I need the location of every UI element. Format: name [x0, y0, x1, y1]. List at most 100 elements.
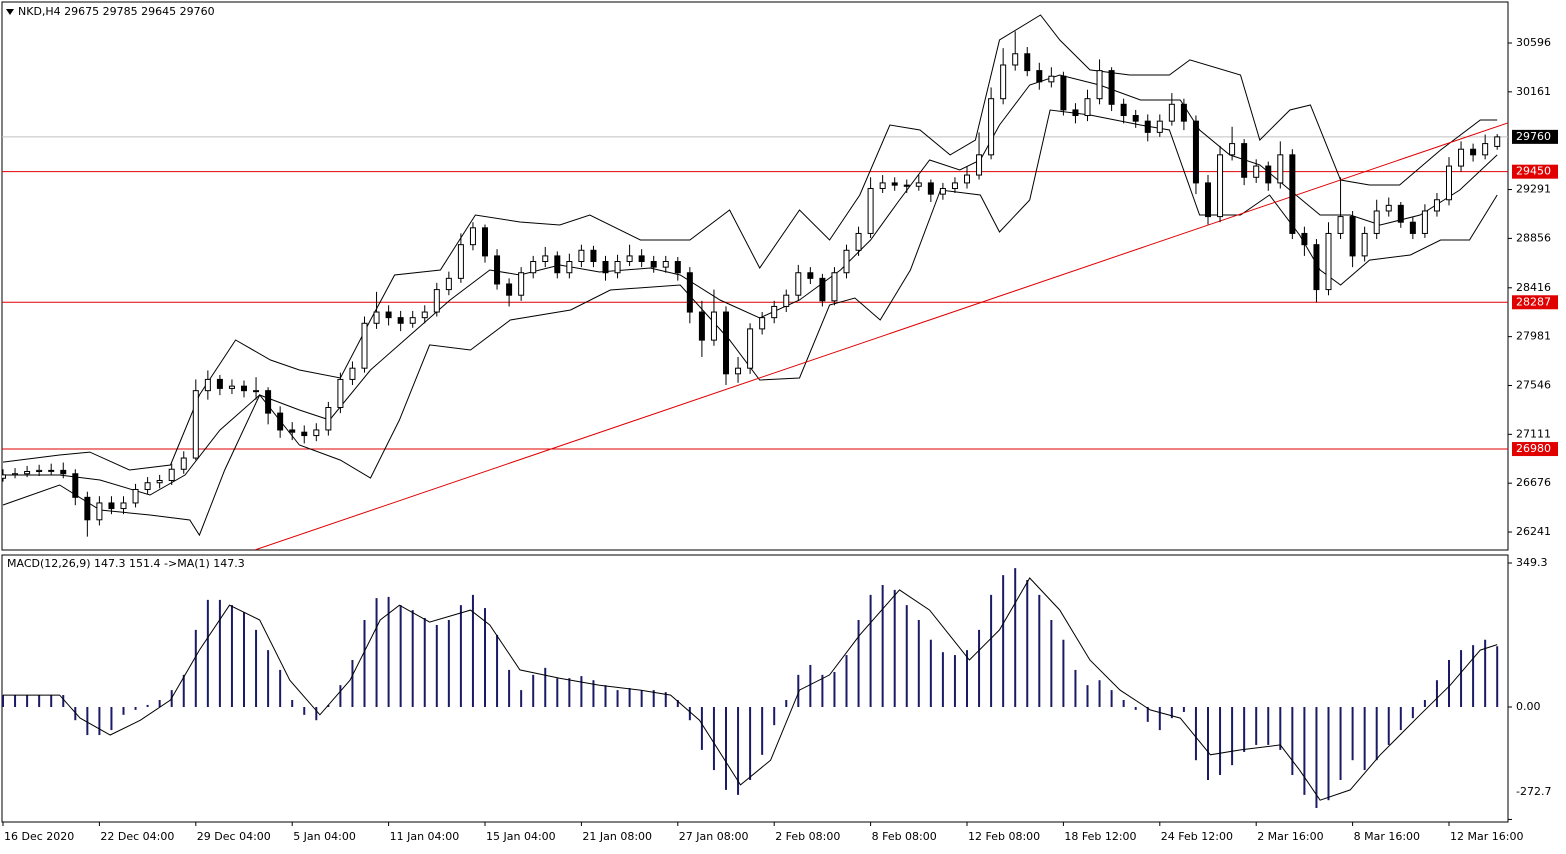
macd-y-tick-label: 0.00: [1516, 700, 1541, 713]
y-tick-label: 27981: [1516, 330, 1551, 343]
candle-body: [1168, 103, 1175, 122]
candle-body: [1096, 70, 1103, 100]
x-tick-label: 12 Feb 08:00: [968, 830, 1040, 843]
candle-body: [1253, 165, 1260, 178]
candle-body: [1229, 143, 1236, 156]
candle-body: [1192, 120, 1199, 184]
level-label: 28287: [1516, 295, 1551, 308]
candle-body: [578, 249, 585, 263]
x-tick-label: 18 Feb 12:00: [1064, 830, 1136, 843]
level-label: 26980: [1516, 442, 1551, 455]
x-tick-label: 15 Jan 04:00: [486, 830, 556, 843]
candle-body: [1024, 53, 1031, 72]
candle-body: [1494, 136, 1501, 147]
candle-body: [24, 471, 31, 475]
candle-body: [1446, 165, 1452, 201]
candle-body: [1084, 98, 1091, 117]
candle-body: [457, 244, 464, 279]
candle-body: [228, 385, 235, 389]
x-tick-label: 8 Feb 08:00: [872, 830, 937, 843]
x-tick-label: 24 Feb 12:00: [1161, 830, 1233, 843]
candle-body: [638, 255, 645, 263]
candle-body: [542, 255, 549, 263]
candle-body: [301, 431, 308, 437]
candle-body: [216, 378, 223, 389]
candle-body: [36, 469, 43, 473]
bollinger-upper: [2, 14, 1498, 471]
candle-body: [1421, 210, 1428, 234]
candle-body: [903, 184, 910, 187]
candle-body: [12, 473, 19, 476]
x-tick-label: 5 Jan 04:00: [293, 830, 356, 843]
current-price-label: 29760: [1516, 130, 1551, 143]
candle-body: [891, 182, 898, 186]
y-tick-label: 29291: [1516, 183, 1551, 196]
macd-pane: [1, 554, 1509, 823]
candle-body: [1036, 70, 1043, 83]
candle-body: [132, 488, 139, 504]
candle-body: [1072, 109, 1079, 117]
candle-body: [518, 272, 525, 296]
candle-body: [686, 272, 693, 313]
candle-body: [602, 261, 609, 274]
candle-body: [698, 311, 705, 341]
candle-body: [1048, 75, 1055, 83]
chart-title: NKD,H4 29675 29785 29645 29760: [18, 5, 215, 18]
candle-body: [1385, 204, 1392, 212]
candle-body: [1409, 221, 1416, 234]
candle-body: [156, 479, 163, 484]
candle-body: [1108, 70, 1115, 105]
candle-body: [783, 294, 790, 307]
candle-body: [1156, 120, 1163, 133]
candle-body: [843, 249, 850, 274]
candle-body: [771, 305, 778, 319]
candle-body: [506, 283, 513, 296]
candle-body: [1482, 143, 1489, 156]
candle-body: [144, 482, 151, 490]
candle-body: [1337, 216, 1344, 234]
candle-body: [759, 317, 766, 330]
candle-body: [662, 261, 669, 268]
candle-body: [927, 182, 934, 195]
candle-body: [1217, 154, 1224, 218]
candle-body: [361, 322, 368, 369]
candle-body: [1433, 199, 1440, 212]
candle-body: [650, 261, 657, 268]
bollinger-middle: [3, 74, 1498, 496]
y-tick-label: 27546: [1516, 378, 1551, 391]
candle-body: [204, 378, 211, 392]
x-tick-label: 29 Dec 04:00: [197, 830, 271, 843]
candle-body: [397, 317, 404, 324]
level-label-box: [1512, 442, 1558, 457]
candle-body: [325, 406, 332, 431]
candle-body: [939, 188, 946, 195]
candle-body: [1144, 120, 1151, 133]
candle-body: [60, 469, 67, 475]
candle-body: [1325, 232, 1332, 291]
candle-body: [1458, 148, 1465, 167]
macd-y-tick-label: 349.3: [1516, 556, 1548, 569]
candle-body: [879, 182, 886, 190]
x-tick-label: 11 Jan 04:00: [390, 830, 460, 843]
candle-body: [253, 390, 260, 393]
macd-signal-line: [3, 577, 1498, 801]
macd-plot: [2, 568, 1499, 809]
macd-title: MACD(12,26,9) 147.3 151.4 ->MA(1) 147.3: [7, 557, 245, 570]
candle-body: [385, 311, 392, 319]
candle-body: [1301, 232, 1308, 246]
candle-body: [819, 277, 826, 302]
candle-body: [482, 227, 488, 257]
candle-body: [1397, 204, 1404, 223]
menu-arrow[interactable]: [6, 9, 14, 15]
y-tick-label: 26676: [1516, 476, 1551, 489]
candle-body: [1180, 103, 1187, 122]
y-tick-label: 28416: [1516, 281, 1551, 294]
y-tick-label: 28856: [1516, 231, 1551, 244]
candle-body: [2, 474, 6, 479]
candle-body: [723, 311, 729, 375]
candle-body: [1120, 103, 1127, 117]
candle-body: [566, 261, 573, 274]
candle-body: [1241, 143, 1248, 178]
candle-body: [951, 182, 958, 190]
